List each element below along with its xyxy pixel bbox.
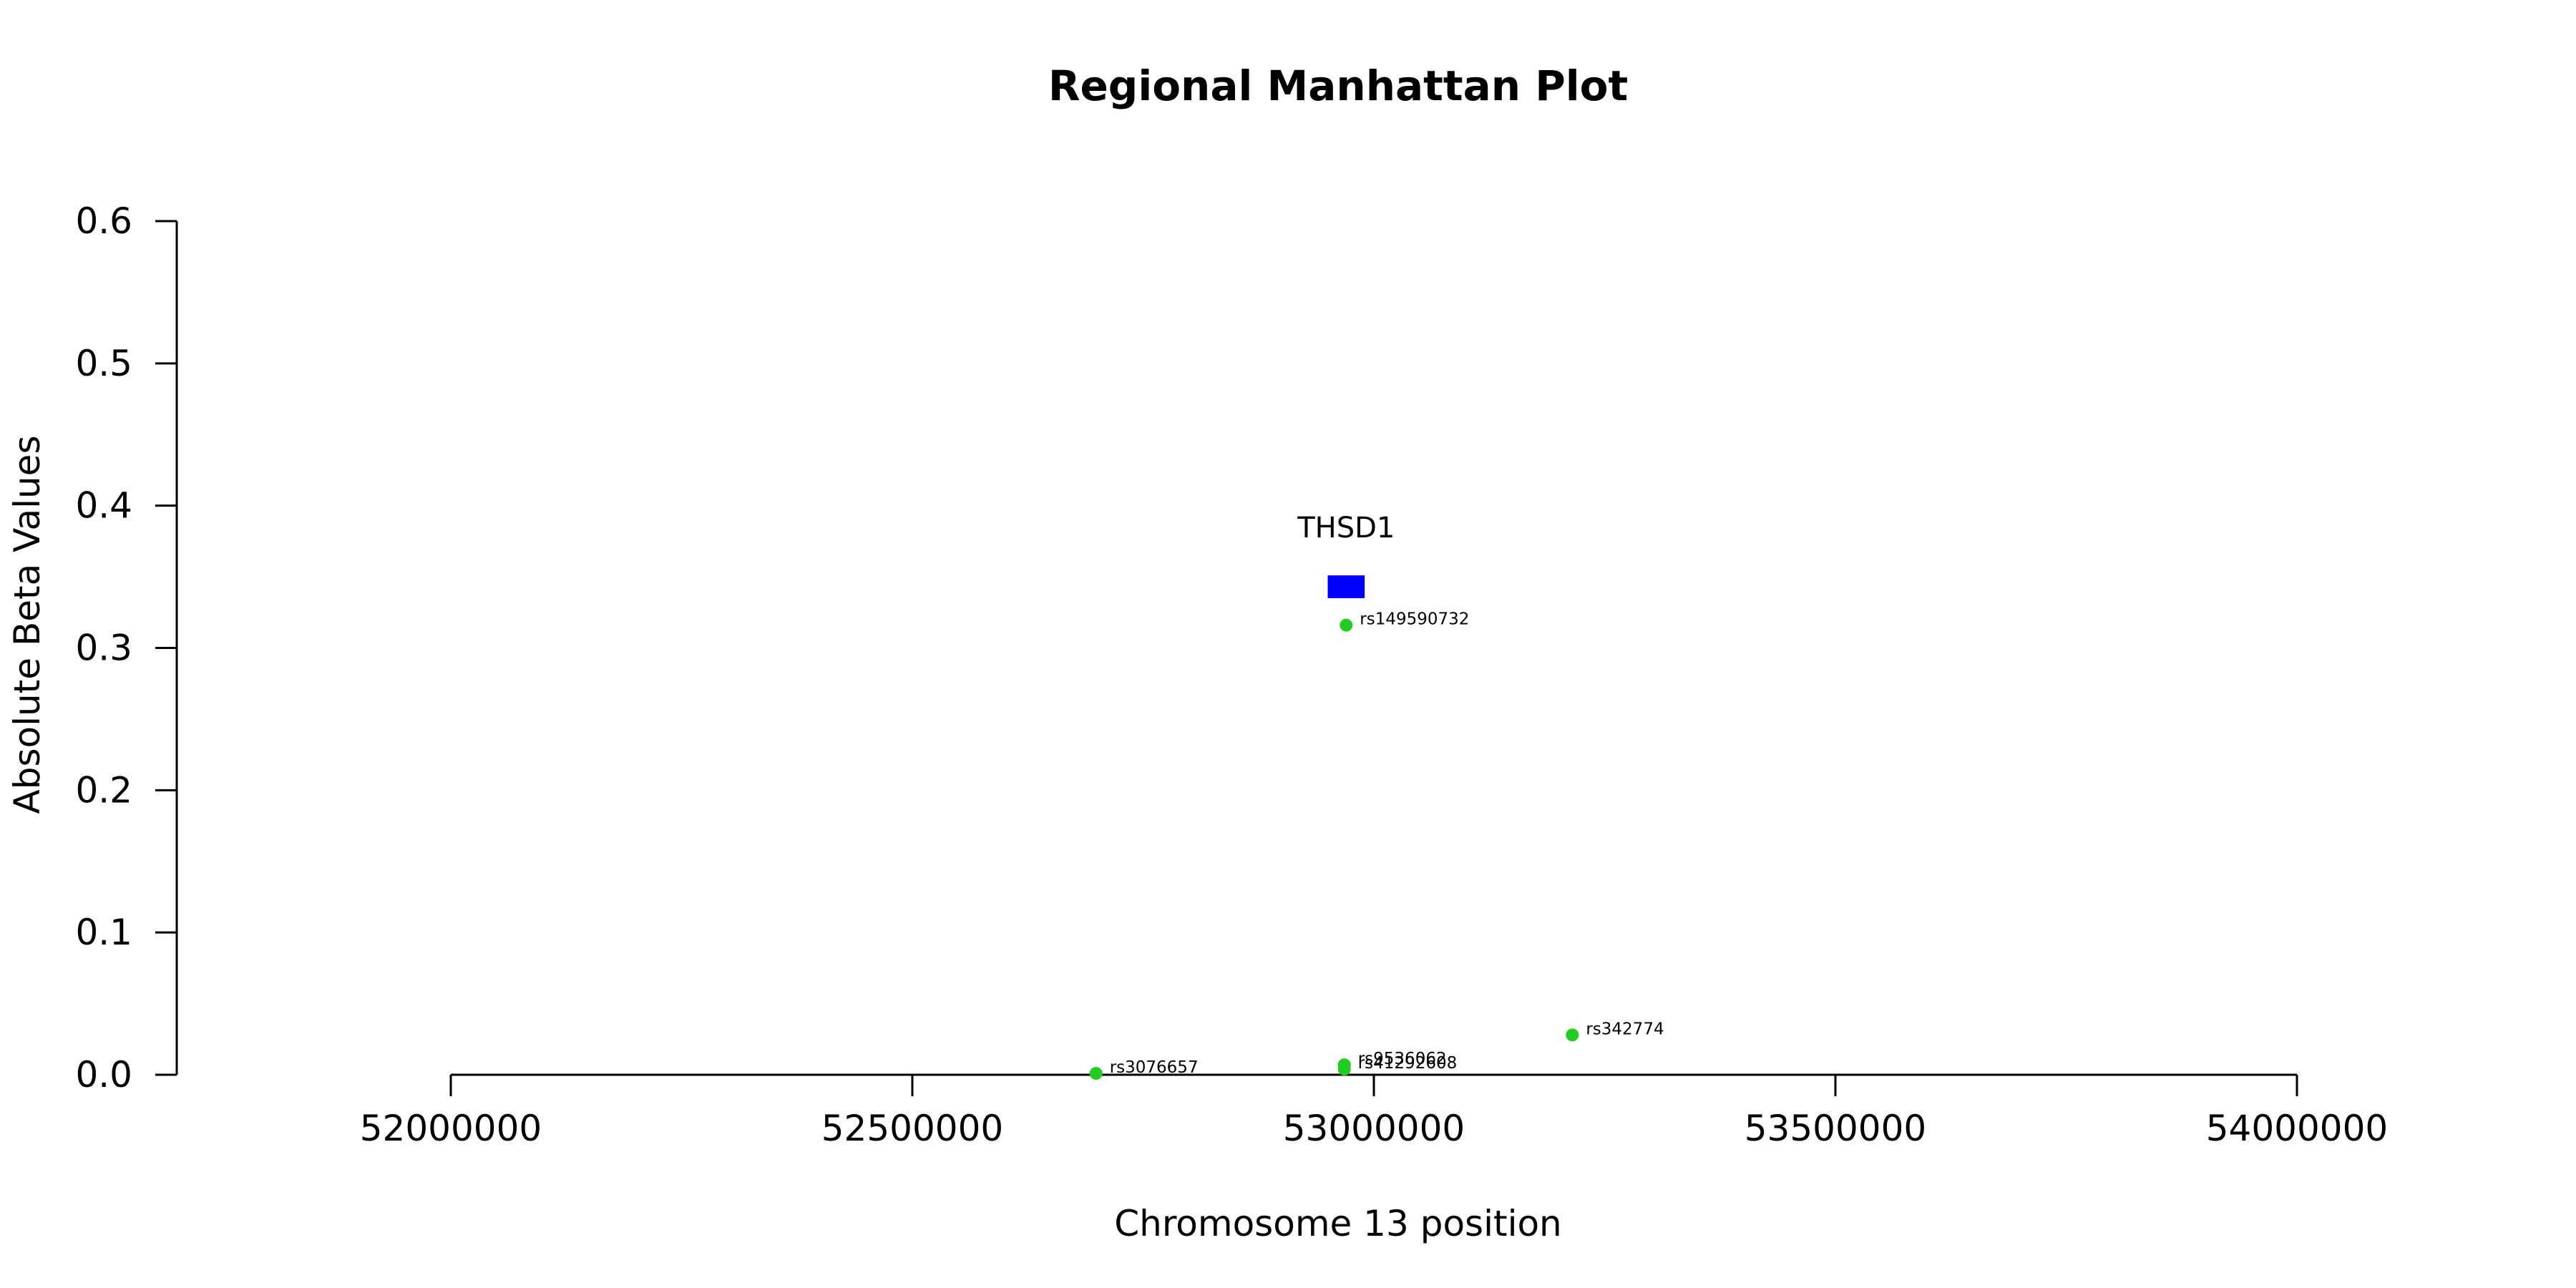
y-tick-label: 0.2 bbox=[75, 769, 132, 811]
x-tick-label: 52500000 bbox=[821, 1108, 1004, 1149]
snp-point bbox=[1089, 1067, 1103, 1080]
y-tick-label: 0.3 bbox=[75, 628, 132, 669]
x-tick-label: 53000000 bbox=[1283, 1108, 1465, 1149]
chart-title: Regional Manhattan Plot bbox=[1048, 62, 1628, 110]
snp-label: rs342774 bbox=[1586, 1020, 1664, 1038]
y-tick-label: 0.5 bbox=[75, 343, 132, 384]
snp-label: rs3076657 bbox=[1110, 1058, 1199, 1077]
y-tick-label: 0.4 bbox=[75, 485, 132, 527]
x-axis: 52000000 52500000 53000000 53500000 54000000 bbox=[360, 1073, 2389, 1149]
y-axis: 0.0 0.1 0.2 0.3 0.4 0.5 0.6 bbox=[75, 200, 178, 1096]
gene-region-thsd1 bbox=[1327, 575, 1365, 598]
y-axis-label: Absolute Beta Values bbox=[6, 436, 48, 814]
x-tick-label: 52000000 bbox=[360, 1108, 542, 1149]
x-tick-label: 53500000 bbox=[1745, 1108, 1927, 1149]
x-tick-label: 54000000 bbox=[2206, 1108, 2389, 1149]
y-tick-label: 0.1 bbox=[75, 912, 132, 953]
snp-label: rs149590732 bbox=[1360, 610, 1469, 629]
x-axis-label: Chromosome 13 position bbox=[1114, 1203, 1562, 1244]
y-tick-label: 0.6 bbox=[75, 200, 132, 242]
gene-label: THSD1 bbox=[1297, 512, 1395, 545]
snp-point bbox=[1566, 1028, 1579, 1042]
snp-label: rs9536062 bbox=[1358, 1050, 1447, 1068]
snp-point bbox=[1340, 618, 1353, 632]
snp-point bbox=[1337, 1063, 1351, 1076]
snp-label: rs41292608 bbox=[1358, 1054, 1458, 1073]
y-tick-label: 0.0 bbox=[75, 1054, 132, 1096]
